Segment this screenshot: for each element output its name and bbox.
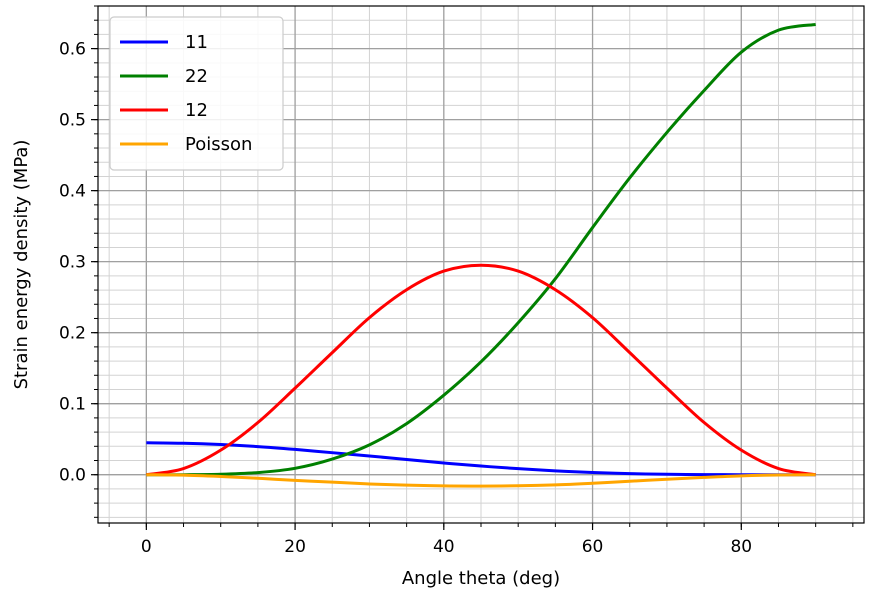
y-tick-label: 0.6 — [59, 40, 86, 60]
x-tick-label: 80 — [730, 537, 752, 557]
series-line-11 — [146, 441, 816, 477]
y-tick-label: 0.0 — [59, 466, 86, 486]
x-tick-label: 20 — [284, 537, 306, 557]
legend-label: 12 — [185, 100, 208, 121]
x-tick-label: 40 — [433, 537, 455, 557]
y-tick-label: 0.2 — [59, 324, 86, 344]
y-tick-label: 0.3 — [59, 253, 86, 273]
legend-label: 22 — [185, 66, 208, 87]
y-tick-label: 0.1 — [59, 395, 86, 415]
series-layer — [146, 22, 816, 488]
ticks-layer: 0 20 40 60 80 0.0 0.1 0.2 0.3 0.4 0.5 0.6 — [59, 5, 854, 557]
legend-label: 11 — [185, 32, 208, 53]
series-line-poisson — [146, 473, 816, 488]
x-tick-label: 60 — [582, 537, 604, 557]
x-tick-label: 0 — [141, 537, 152, 557]
series-line-12 — [146, 263, 816, 477]
legend-box — [109, 16, 284, 171]
y-tick-label: 0.4 — [59, 182, 86, 202]
y-axis-label: Strain energy density (MPa) — [11, 140, 32, 390]
legend: 11 22 12 Poisson — [109, 16, 284, 171]
legend-label: Poisson — [185, 134, 252, 155]
y-tick-label: 0.5 — [59, 111, 86, 131]
x-axis-label: Angle theta (deg) — [402, 568, 560, 589]
series-line-22 — [146, 22, 816, 477]
